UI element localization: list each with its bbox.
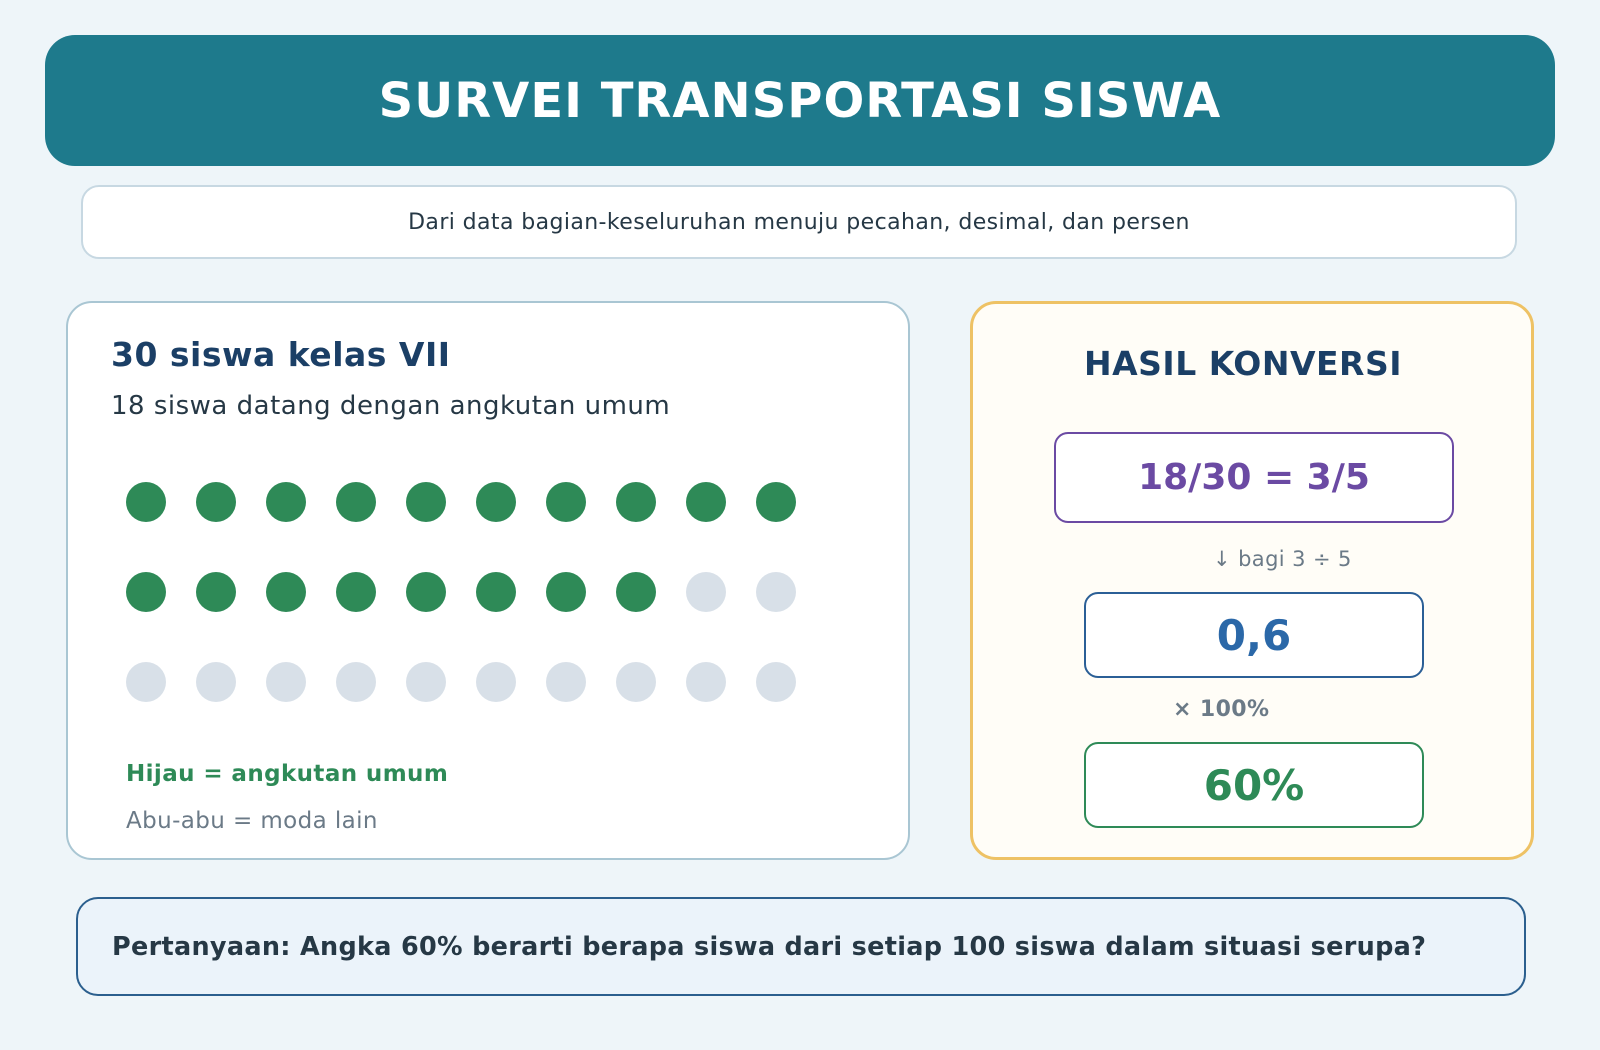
- student-dot-other: [546, 662, 586, 702]
- student-dot-public-transport: [196, 482, 236, 522]
- student-dot-other: [756, 572, 796, 612]
- percent-box: 60%: [1084, 742, 1424, 828]
- conversion-title: HASIL KONVERSI: [1083, 344, 1403, 383]
- percent-value: 60%: [1203, 760, 1305, 810]
- student-dot-public-transport: [476, 482, 516, 522]
- student-dot-public-transport: [546, 572, 586, 612]
- student-dot-other: [686, 572, 726, 612]
- student-dot-public-transport: [266, 482, 306, 522]
- student-dot-public-transport: [126, 572, 166, 612]
- fraction-value: 18/30 = 3/5: [1138, 457, 1370, 498]
- student-dot-public-transport: [406, 572, 446, 612]
- student-dot-public-transport: [616, 482, 656, 522]
- subtitle-text: Dari data bagian-keseluruhan menuju peca…: [408, 209, 1190, 235]
- question-text: Pertanyaan: Angka 60% berarti berapa sis…: [112, 931, 1427, 962]
- student-dot-public-transport: [126, 482, 166, 522]
- fraction-box: 18/30 = 3/5: [1054, 432, 1454, 523]
- decimal-box: 0,6: [1084, 592, 1424, 678]
- legend-green: Hijau = angkutan umum: [126, 761, 449, 787]
- student-dot-public-transport: [616, 572, 656, 612]
- student-dot-public-transport: [336, 482, 376, 522]
- student-dot-public-transport: [196, 572, 236, 612]
- student-dot-other: [196, 662, 236, 702]
- student-dot-other: [266, 662, 306, 702]
- student-dot-other: [336, 662, 376, 702]
- student-dot-public-transport: [686, 482, 726, 522]
- multiply-step-label: × 100%: [1173, 697, 1270, 722]
- conversion-card: HASIL KONVERSI 18/30 = 3/5 ↓ bagi 3 ÷ 5 …: [970, 301, 1534, 860]
- student-dot-other: [756, 662, 796, 702]
- student-dot-other: [406, 662, 446, 702]
- student-dot-public-transport: [406, 482, 446, 522]
- student-dot-other: [686, 662, 726, 702]
- header-banner: SURVEI TRANSPORTASI SISWA: [45, 35, 1555, 166]
- dot-grid: [126, 482, 806, 702]
- student-dot-other: [126, 662, 166, 702]
- legend-gray: Abu-abu = moda lain: [126, 808, 378, 834]
- question-box: Pertanyaan: Angka 60% berarti berapa sis…: [76, 897, 1526, 996]
- survey-subtitle: 18 siswa datang dengan angkutan umum: [111, 391, 671, 421]
- student-dot-public-transport: [546, 482, 586, 522]
- page-title: SURVEI TRANSPORTASI SISWA: [378, 72, 1222, 129]
- student-dot-other: [616, 662, 656, 702]
- divide-step-label: ↓ bagi 3 ÷ 5: [1213, 547, 1352, 571]
- student-dot-public-transport: [476, 572, 516, 612]
- decimal-value: 0,6: [1216, 610, 1292, 660]
- survey-title: 30 siswa kelas VII: [111, 335, 451, 374]
- student-dot-public-transport: [756, 482, 796, 522]
- survey-card: 30 siswa kelas VII 18 siswa datang denga…: [66, 301, 910, 860]
- student-dot-public-transport: [266, 572, 306, 612]
- student-dot-public-transport: [336, 572, 376, 612]
- student-dot-other: [476, 662, 516, 702]
- subtitle-box: Dari data bagian-keseluruhan menuju peca…: [81, 185, 1517, 259]
